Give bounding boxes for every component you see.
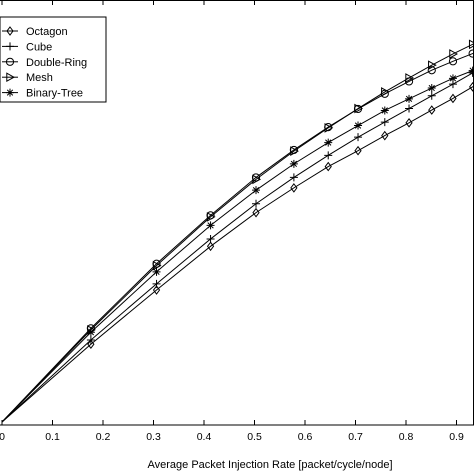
x-tick-label: 0.6 [298, 431, 313, 443]
legend-item: Octagon [2, 26, 68, 38]
point-marker-asterisk [206, 221, 215, 230]
point-marker-diamond [152, 285, 161, 295]
point-marker-plus [427, 91, 436, 100]
series-line [1, 43, 474, 423]
point-marker-plus [86, 335, 95, 344]
series-cube [1, 68, 474, 423]
point-marker-circle [448, 57, 458, 66]
legend-item: Double-Ring [2, 57, 87, 69]
point-marker-circle [427, 66, 436, 75]
series-layer [1, 39, 474, 423]
x-tick-label: 0.8 [399, 431, 414, 443]
legend-item: Cube [2, 41, 52, 53]
point-marker-plus [324, 151, 333, 160]
point-marker-asterisk [405, 94, 414, 103]
legend: Octagon Cube Double-Ring Mesh Binary-Tree [0, 16, 107, 103]
point-marker-triangle [428, 60, 437, 71]
point-marker-diamond [354, 145, 362, 156]
x-tick-label: 0 [0, 431, 5, 443]
point-marker-plus [354, 133, 363, 142]
point-marker-asterisk [427, 84, 436, 93]
point-marker-diamond [206, 241, 215, 252]
point-marker-triangle [449, 49, 458, 59]
point-marker-triangle [6, 72, 16, 83]
legend-item: Binary-Tree [2, 88, 83, 100]
point-marker-asterisk [86, 328, 95, 337]
point-marker-diamond [469, 82, 474, 92]
point-marker-plus [152, 279, 161, 288]
series-mesh [1, 39, 474, 423]
point-marker-diamond [428, 105, 436, 115]
point-marker-asterisk [354, 121, 363, 130]
x-axis-ticks: 0 0.1 0.2 0.3 0.4 0.5 0.6 0.7 0.8 0.9 [0, 0, 464, 443]
point-marker-triangle [354, 103, 364, 114]
point-marker-diamond [252, 207, 260, 218]
legend-label: Binary-Tree [26, 88, 83, 100]
point-marker-triangle [324, 123, 334, 133]
x-tick-label: 0.5 [247, 431, 262, 443]
point-marker-asterisk [324, 138, 333, 147]
point-marker-triangle [206, 212, 216, 222]
point-marker-diamond [449, 93, 457, 104]
point-marker-asterisk [152, 267, 161, 276]
point-marker-plus [6, 42, 14, 51]
legend-label: Double-Ring [26, 57, 87, 69]
point-marker-diamond [87, 339, 95, 350]
point-marker-triangle [290, 146, 299, 156]
point-marker-asterisk [289, 159, 298, 168]
x-tick-label: 0.7 [348, 431, 363, 443]
legend-item: Mesh [2, 72, 53, 84]
point-marker-diamond [381, 130, 389, 141]
x-tick-label: 0.3 [146, 431, 161, 443]
point-marker-circle [468, 49, 474, 58]
point-marker-diamond [324, 161, 332, 172]
point-marker-triangle [381, 87, 390, 97]
point-marker-plus [380, 118, 389, 127]
point-marker-plus [252, 199, 261, 208]
legend-label: Mesh [26, 72, 53, 84]
point-marker-diamond [290, 183, 298, 193]
x-tick-label: 0.4 [197, 431, 212, 443]
series-binary-tree [1, 66, 474, 423]
point-marker-asterisk [252, 186, 261, 195]
point-marker-triangle [468, 39, 474, 50]
point-marker-triangle [152, 260, 162, 271]
series-line [1, 85, 474, 423]
point-marker-asterisk [468, 66, 474, 75]
x-tick-label: 0.2 [96, 431, 111, 443]
point-marker-asterisk [6, 88, 14, 97]
x-tick-label: 0.1 [45, 431, 60, 443]
point-marker-triangle [405, 73, 415, 83]
point-marker-asterisk [448, 74, 457, 83]
x-axis-title: Average Packet Injection Rate [packet/cy… [148, 459, 393, 471]
legend-label: Octagon [26, 26, 68, 38]
point-marker-asterisk [380, 106, 389, 115]
series-octagon [1, 82, 474, 423]
point-marker-diamond [6, 26, 14, 36]
legend-label: Cube [26, 41, 52, 53]
point-marker-triangle [252, 174, 262, 185]
point-marker-circle [5, 57, 15, 66]
point-marker-diamond [405, 118, 413, 128]
point-marker-plus [405, 104, 414, 113]
point-marker-plus [289, 173, 298, 182]
x-tick-label: 0.9 [449, 431, 464, 443]
point-marker-plus [206, 234, 215, 243]
